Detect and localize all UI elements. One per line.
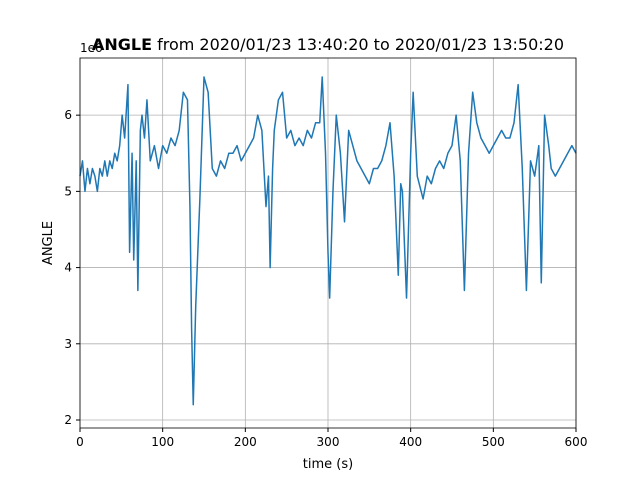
- y-tick-label: 6: [64, 108, 72, 122]
- x-tick-label: 0: [76, 435, 84, 449]
- title-text: from 2020/01/23 13:40:20 to 2020/01/23 1…: [157, 35, 564, 54]
- x-tick-label: 600: [565, 435, 588, 449]
- data-line: [79, 76, 577, 406]
- x-tick-label: 100: [151, 435, 174, 449]
- y-axis-label: ANGLE: [41, 221, 56, 265]
- y-offset-text: 1e6: [80, 41, 103, 55]
- plot-frame: [79, 57, 577, 429]
- x-tick-label: 500: [482, 435, 505, 449]
- y-tick-label: 2: [64, 413, 72, 427]
- x-tick-label: 200: [234, 435, 257, 449]
- y-tick-label: 4: [64, 261, 72, 275]
- x-axis-label: time (s): [303, 457, 353, 472]
- x-tick-label: 400: [399, 435, 422, 449]
- title-bold: ANGLE: [92, 35, 152, 54]
- y-tick-label: 5: [64, 184, 72, 198]
- chart-title: ANGLE from 2020/01/23 13:40:20 to 2020/0…: [92, 35, 564, 54]
- y-tick-label: 3: [64, 337, 72, 351]
- x-tick-label: 300: [317, 435, 340, 449]
